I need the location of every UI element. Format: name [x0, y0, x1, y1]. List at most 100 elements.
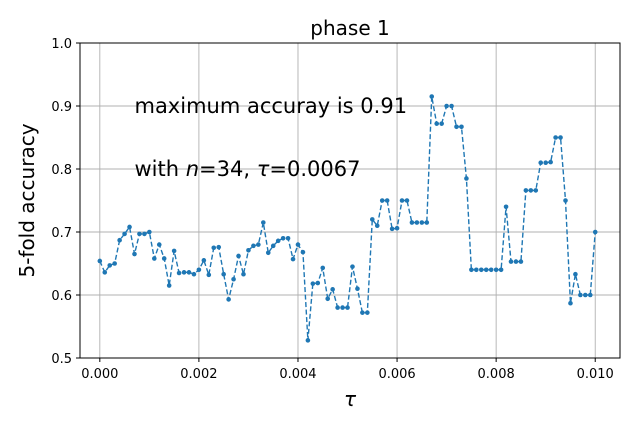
data-point — [434, 121, 439, 126]
data-point — [251, 243, 256, 249]
data-point — [171, 248, 177, 254]
data-point — [300, 249, 306, 255]
x-tick-label: 0.004 — [279, 367, 316, 382]
data-point — [305, 338, 311, 343]
data-point — [161, 256, 167, 261]
data-point — [196, 267, 202, 273]
data-point — [583, 292, 588, 298]
data-point — [181, 270, 187, 275]
data-point — [156, 242, 162, 247]
data-point — [330, 287, 335, 292]
data-point — [236, 253, 241, 259]
data-point — [568, 300, 573, 306]
data-point — [315, 280, 321, 286]
data-point — [369, 217, 375, 222]
data-point — [206, 272, 212, 278]
data-point — [310, 281, 316, 286]
data-point — [186, 270, 192, 275]
chart-title: phase 1 — [310, 16, 389, 40]
annotation-text: with n=34, τ=0.0067 — [134, 157, 360, 181]
data-point — [285, 236, 291, 241]
data-point — [340, 305, 345, 310]
data-point — [211, 245, 217, 251]
data-point — [523, 188, 529, 193]
x-tick-label: 0.002 — [180, 367, 217, 382]
data-point — [528, 188, 534, 193]
data-point — [518, 259, 524, 264]
data-point — [112, 261, 117, 266]
plot-frame — [79, 42, 621, 359]
data-point — [389, 226, 395, 232]
data-point — [117, 237, 122, 243]
data-point — [275, 238, 281, 244]
data-point — [335, 305, 340, 310]
data-point — [176, 270, 182, 276]
data-point — [142, 231, 147, 237]
data-point — [320, 265, 326, 271]
data-point — [558, 135, 563, 140]
data-point — [573, 271, 578, 277]
data-point — [493, 267, 499, 273]
data-point — [488, 267, 494, 273]
data-point — [449, 103, 454, 109]
data-point — [553, 135, 558, 140]
data-point — [102, 270, 108, 275]
data-point — [152, 256, 157, 261]
data-point — [166, 283, 172, 288]
data-point — [137, 231, 142, 237]
data-point — [147, 229, 152, 235]
data-point — [498, 267, 504, 273]
data-point — [533, 188, 539, 193]
data-point — [201, 258, 207, 263]
data-point — [459, 124, 464, 130]
data-point — [191, 271, 197, 277]
data-point — [374, 223, 380, 228]
data-point — [384, 198, 390, 203]
x-axis-title: τ — [344, 387, 357, 411]
data-point — [122, 231, 127, 237]
series-line — [99, 96, 596, 341]
x-tick-label: 0.000 — [81, 367, 118, 382]
data-point — [469, 267, 474, 273]
data-point — [295, 242, 301, 247]
x-tick-label: 0.010 — [577, 367, 614, 382]
data-point — [483, 267, 489, 273]
data-point — [379, 198, 385, 203]
data-point — [409, 220, 415, 225]
data-point — [325, 296, 331, 302]
data-point — [216, 244, 222, 250]
y-axis-title: 5-fold accuracy — [15, 123, 39, 277]
data-point — [246, 247, 251, 253]
data-point — [345, 305, 350, 310]
data-point — [508, 259, 514, 264]
data-point — [548, 159, 553, 165]
tick-layer: 0.000 0.002 0.004 0.006 0.008 0.010 0.5 0.6 0.7 0… — [51, 37, 614, 382]
data-point — [439, 121, 444, 126]
data-point — [429, 94, 435, 99]
data-point — [107, 263, 113, 268]
data-point — [419, 220, 425, 225]
data-point — [127, 224, 132, 230]
grid-layer — [80, 42, 620, 359]
y-tick-label: 0.8 — [51, 163, 72, 178]
data-point — [543, 160, 548, 165]
data-point — [97, 258, 103, 264]
y-tick-label: 0.7 — [51, 226, 72, 241]
data-point — [474, 267, 479, 273]
data-point — [394, 225, 400, 231]
x-tick-label: 0.006 — [378, 367, 415, 382]
data-point — [563, 198, 568, 203]
data-point — [231, 276, 236, 282]
data-point — [226, 297, 231, 302]
data-point — [513, 259, 519, 264]
data-point — [241, 271, 246, 277]
data-point — [404, 198, 410, 203]
y-tick-label: 1.0 — [51, 37, 72, 52]
data-point — [424, 220, 430, 225]
data-point — [454, 124, 459, 130]
x-tick-label: 0.008 — [478, 367, 515, 382]
data-point — [478, 267, 484, 273]
data-point — [290, 256, 296, 262]
data-point — [270, 243, 276, 249]
annotation-text: maximum accuray is 0.91 — [134, 94, 407, 118]
